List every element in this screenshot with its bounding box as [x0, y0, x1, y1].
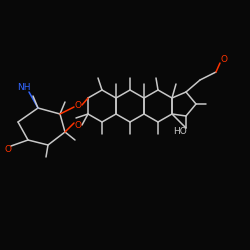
- Text: O: O: [74, 100, 82, 110]
- Text: O: O: [4, 146, 12, 154]
- Text: NH: NH: [17, 84, 31, 92]
- Text: O: O: [220, 56, 228, 64]
- Text: HO: HO: [173, 128, 187, 136]
- Text: O: O: [74, 120, 82, 130]
